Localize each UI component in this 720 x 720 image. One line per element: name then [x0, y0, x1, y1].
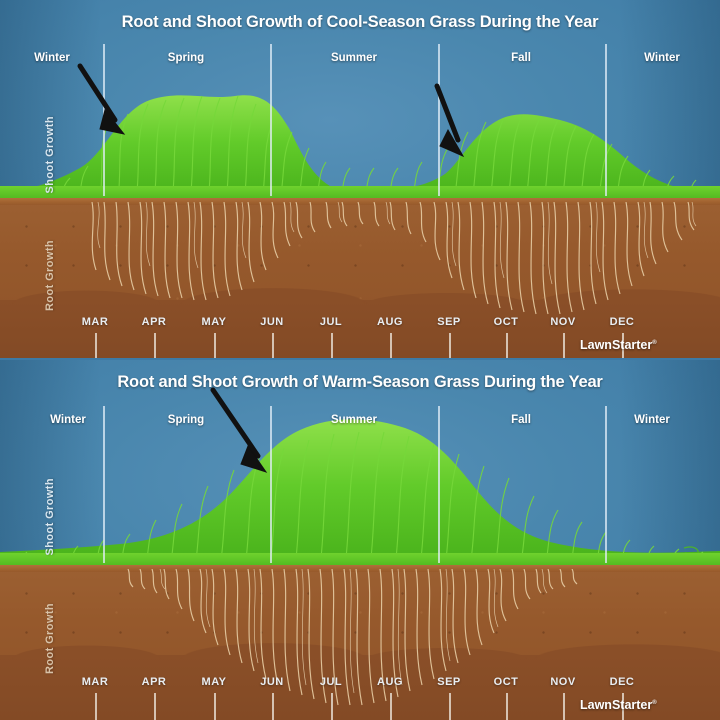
season-label-spring-cool: Spring — [167, 52, 205, 64]
month-label-oct-cool: OCT — [493, 316, 519, 328]
month-label-jun-cool: JUN — [260, 316, 284, 328]
root-system-cool — [91, 202, 697, 315]
month-tick-oct-cool — [506, 333, 508, 358]
season-label-winter-late-cool: Winter — [644, 52, 680, 64]
season-label-fall-cool: Fall — [511, 52, 531, 64]
turf-line-cool — [0, 186, 720, 200]
month-label-jul-cool: JUL — [319, 316, 343, 328]
month-tick-apr-warm — [154, 693, 156, 720]
month-label-may-warm: MAY — [201, 676, 227, 688]
month-tick-sep-cool — [449, 333, 451, 358]
month-tick-aug-cool — [390, 333, 392, 358]
soil-surface-cool — [0, 198, 720, 205]
season-divider-4-cool — [605, 44, 607, 196]
month-tick-mar-warm — [95, 693, 97, 720]
month-label-mar-cool: MAR — [81, 316, 109, 328]
turf-line-warm — [0, 553, 720, 567]
month-label-jun-warm: JUN — [260, 676, 284, 688]
season-divider-3-cool — [438, 44, 440, 196]
month-label-aug-cool: AUG — [377, 316, 403, 328]
lawnstarter-logo-text-warm: LawnStarter — [580, 698, 653, 712]
season-label-summer-cool: Summer — [330, 52, 378, 64]
axis-label-shoot-growth-warm: Shoot Growth — [44, 478, 56, 556]
month-tick-may-warm — [214, 693, 216, 720]
lawnstarter-logo-cool[interactable]: LawnStarter® — [580, 338, 657, 352]
month-tick-dec-cool — [622, 333, 624, 358]
month-tick-may-cool — [214, 333, 216, 358]
lawnstarter-logo-warm[interactable]: LawnStarter® — [580, 698, 657, 712]
season-label-winter-late-warm: Winter — [634, 414, 670, 426]
grass-canopy-cool — [0, 95, 720, 200]
month-label-apr-cool: APR — [141, 316, 167, 328]
month-tick-dec-warm — [622, 693, 624, 720]
month-tick-oct-warm — [506, 693, 508, 720]
root-system-warm — [127, 569, 578, 706]
season-divider-3-warm — [438, 406, 440, 563]
month-tick-nov-cool — [563, 333, 565, 358]
soil-surface-warm — [0, 565, 720, 572]
season-label-spring-warm: Spring — [167, 414, 205, 426]
month-label-dec-cool: DEC — [609, 316, 635, 328]
month-tick-sep-warm — [449, 693, 451, 720]
subsoil-layer-cool — [0, 300, 720, 358]
season-label-winter-early-warm: Winter — [50, 414, 86, 426]
month-tick-jul-cool — [331, 333, 333, 358]
axis-label-root-growth-warm: Root Growth — [44, 603, 56, 674]
month-label-oct-warm: OCT — [493, 676, 519, 688]
month-tick-nov-warm — [563, 693, 565, 720]
month-label-sep-warm: SEP — [437, 676, 461, 688]
month-label-dec-warm: DEC — [609, 676, 635, 688]
month-tick-mar-cool — [95, 333, 97, 358]
panel-title-warm: Root and Shoot Growth of Warm-Season Gra… — [117, 373, 603, 391]
month-tick-jul-warm — [331, 693, 333, 720]
month-label-may-cool: MAY — [201, 316, 227, 328]
subsoil-wave-warm — [0, 633, 720, 659]
season-divider-1-warm — [103, 406, 105, 563]
month-label-sep-cool: SEP — [437, 316, 461, 328]
season-divider-2-cool — [270, 44, 272, 196]
month-tick-apr-cool — [154, 333, 156, 358]
season-divider-2-warm — [270, 406, 272, 563]
axis-label-shoot-growth-cool: Shoot Growth — [44, 116, 56, 194]
season-label-fall-warm: Fall — [511, 414, 531, 426]
panel-cool-season: Root and Shoot Growth of Cool-Season Gra… — [0, 0, 720, 358]
subsoil-layer-warm — [0, 655, 720, 720]
season-row-cool: Winter Spring Summer Fall Winter — [0, 52, 720, 70]
month-label-nov-cool: NOV — [550, 316, 576, 328]
month-label-nov-warm: NOV — [550, 676, 576, 688]
panel-title-cool: Root and Shoot Growth of Cool-Season Gra… — [121, 13, 599, 31]
season-label-winter-early-cool: Winter — [34, 52, 70, 64]
season-divider-4-warm — [605, 406, 607, 563]
season-row-warm: Winter Spring Summer Fall Winter — [0, 414, 720, 432]
month-label-mar-warm: MAR — [81, 676, 109, 688]
season-label-summer-warm: Summer — [330, 414, 378, 426]
month-tick-jun-cool — [272, 333, 274, 358]
month-tick-aug-warm — [390, 693, 392, 720]
subsoil-wave-cool — [0, 278, 720, 304]
month-label-aug-warm: AUG — [377, 676, 403, 688]
registered-mark-icon-cool: ® — [652, 339, 657, 346]
panel-warm-season: Root and Shoot Growth of Warm-Season Gra… — [0, 360, 720, 720]
month-label-jul-warm: JUL — [319, 676, 343, 688]
month-label-apr-warm: APR — [141, 676, 167, 688]
season-divider-1-cool — [103, 44, 105, 196]
month-tick-jun-warm — [272, 693, 274, 720]
registered-mark-icon-warm: ® — [652, 699, 657, 706]
lawnstarter-logo-text-cool: LawnStarter — [580, 338, 653, 352]
axis-label-root-growth-cool: Root Growth — [44, 240, 56, 311]
